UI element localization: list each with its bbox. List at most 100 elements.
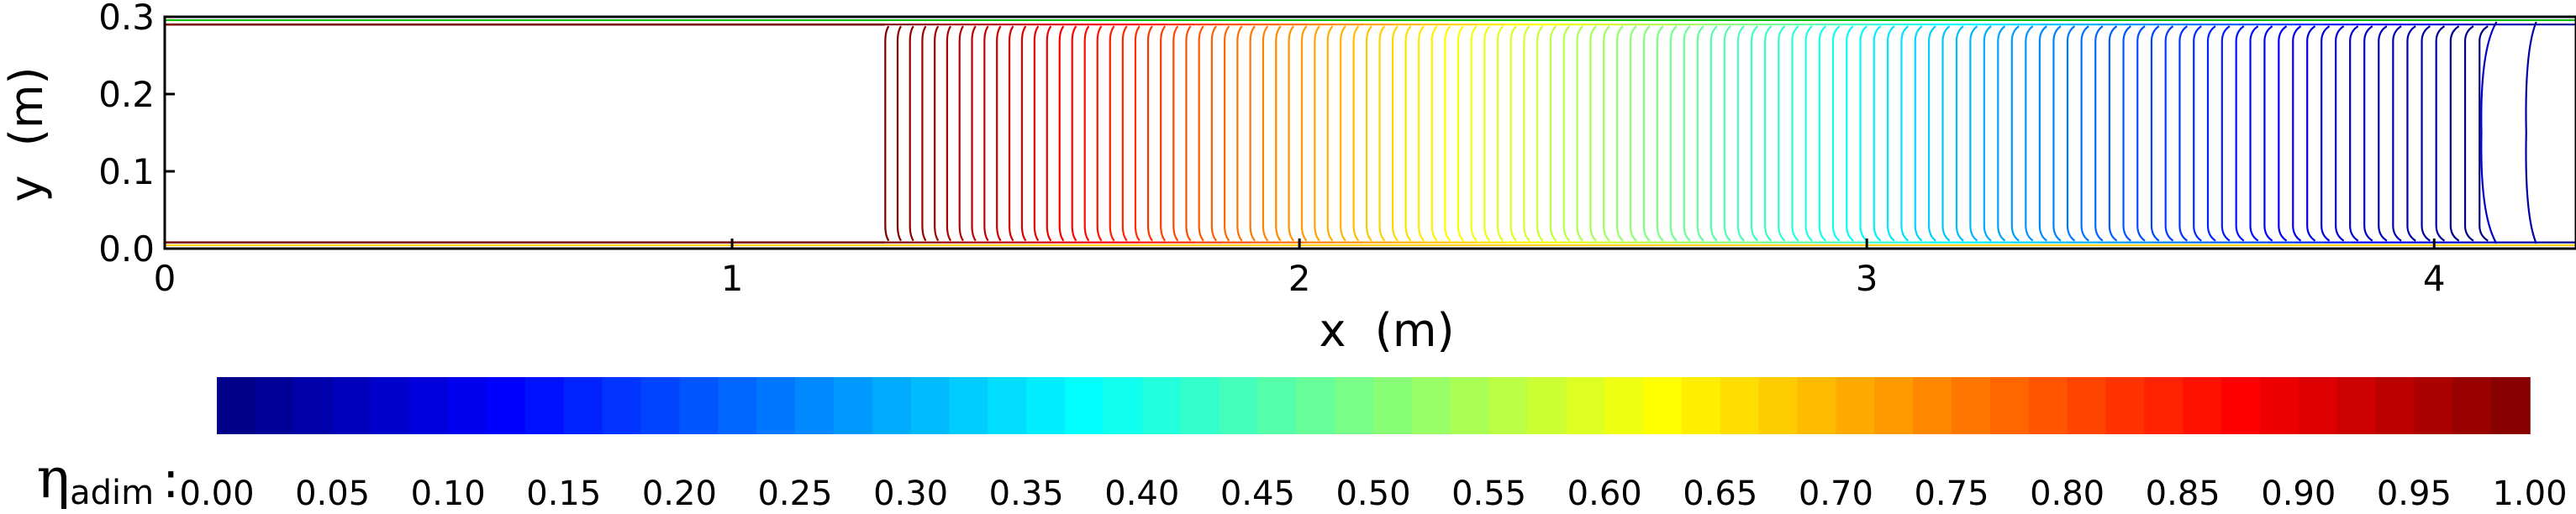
colorbar-segment (2105, 377, 2146, 434)
contour-line (1121, 25, 1128, 242)
plot-area (163, 15, 2576, 250)
colorbar-tick-label: 0.85 (2146, 475, 2220, 513)
colorbar-segment (1257, 377, 1298, 434)
colorbar-segment (2221, 377, 2261, 434)
contour-line (1198, 25, 1204, 242)
contour-line (2335, 25, 2345, 242)
colorbar-segment (487, 377, 526, 434)
contour-line (1314, 25, 1320, 242)
contour-line (2392, 25, 2402, 242)
contour-line (1134, 25, 1140, 242)
contour-line (1058, 25, 1065, 242)
colorbar-segment (448, 377, 487, 434)
colorbar-segment (1180, 377, 1220, 434)
colorbar-segment (1141, 377, 1182, 434)
contour-line (946, 25, 952, 242)
colorbar-segment (602, 377, 642, 434)
contour-line (1509, 25, 1517, 242)
contour-line (1020, 25, 1027, 242)
contour-line (1859, 25, 1867, 242)
colorbar-segment (2259, 377, 2299, 434)
contour-line (1536, 25, 1544, 242)
colorbar-label-symbol: η (37, 446, 71, 511)
colorbar-segment (833, 377, 873, 434)
contour-line (1831, 25, 1841, 242)
contour-line (1300, 25, 1308, 242)
colorbar-segment (640, 377, 681, 434)
contour-line (1008, 25, 1014, 242)
contour-line (971, 25, 977, 242)
contour-line (2150, 25, 2160, 242)
colorbar-label-subscript: adim (70, 474, 154, 512)
contour-line (1997, 25, 2006, 242)
colorbar-segment (1681, 377, 1721, 434)
colorbar-tick-label: 0.00 (179, 475, 254, 513)
colorbar-segment (1026, 377, 1066, 434)
contour-line (2080, 25, 2089, 242)
contour-line (2449, 25, 2460, 242)
colorbar-segment (371, 377, 411, 434)
contour-line (2235, 25, 2245, 242)
contour-line (1603, 25, 1610, 242)
contour-line (1736, 25, 1745, 242)
contour-line (2249, 25, 2259, 242)
contour-line (1562, 25, 1571, 242)
contour-line (1969, 25, 1978, 242)
colorbar-tick-label: 1.00 (2492, 475, 2567, 513)
contour-line (1275, 25, 1282, 242)
contour-line (2136, 25, 2146, 242)
contour-line (1378, 25, 1386, 242)
contour-line (1418, 25, 1425, 242)
contour-line (1430, 25, 1438, 242)
colorbar-segment (1103, 377, 1143, 434)
contour-line (1576, 25, 1583, 242)
colorbar-segment (1488, 377, 1529, 434)
contour-line (1185, 25, 1192, 242)
plot-frame (163, 15, 2576, 250)
contour-line (1900, 25, 1910, 242)
contour-line (1983, 25, 1992, 242)
contour-line (1326, 25, 1334, 242)
colorbar-tick-label: 0.40 (1104, 475, 1179, 513)
colorbar-segment (1219, 377, 1259, 434)
y-tick-label: 0.0 (98, 228, 155, 270)
contour-line (2321, 25, 2331, 242)
contour-line (2038, 25, 2047, 242)
colorbar-tick-label: 0.70 (1799, 475, 1873, 513)
contour-line (1457, 25, 1465, 242)
contour-line (2094, 25, 2104, 242)
colorbar-label-colon: : (162, 451, 179, 510)
contour-line (1873, 25, 1882, 242)
colorbar-segment (988, 377, 1027, 434)
contour-line (1352, 25, 1360, 242)
contour-line (2306, 25, 2316, 242)
contour-line (958, 25, 964, 242)
contour-line (1818, 25, 1827, 242)
contour-line (1696, 25, 1704, 242)
contour-line (1096, 25, 1103, 242)
colorbar-segment (1913, 377, 1952, 434)
contour-line (1083, 25, 1090, 242)
contour-line (1340, 25, 1346, 242)
colorbar-segment (1720, 377, 1760, 434)
colorbar-segment (679, 377, 719, 434)
colorbar-segment (1566, 377, 1605, 434)
x-tick-label: 1 (721, 258, 744, 299)
colorbar-segment (293, 377, 334, 434)
contour-line (1391, 25, 1399, 242)
x-tick-label: 2 (1288, 258, 1311, 299)
colorbar-segment (2375, 377, 2415, 434)
colorbar-tick-label: 0.25 (757, 475, 832, 513)
colorbar-segment (2336, 377, 2377, 434)
colorbar-segment (524, 377, 565, 434)
contour-line (2363, 25, 2373, 242)
x-axis-label: x (m) (1319, 304, 1454, 357)
contour-line (2479, 25, 2489, 242)
colorbar-segment (1797, 377, 1837, 434)
colorbar-tick-label: 0.80 (2030, 475, 2105, 513)
colorbar-tick-label: 0.60 (1567, 475, 1642, 513)
colorbar-segment (2028, 377, 2068, 434)
contour-line (1470, 25, 1478, 242)
contour-line (884, 25, 890, 242)
contour-line (2178, 25, 2189, 242)
